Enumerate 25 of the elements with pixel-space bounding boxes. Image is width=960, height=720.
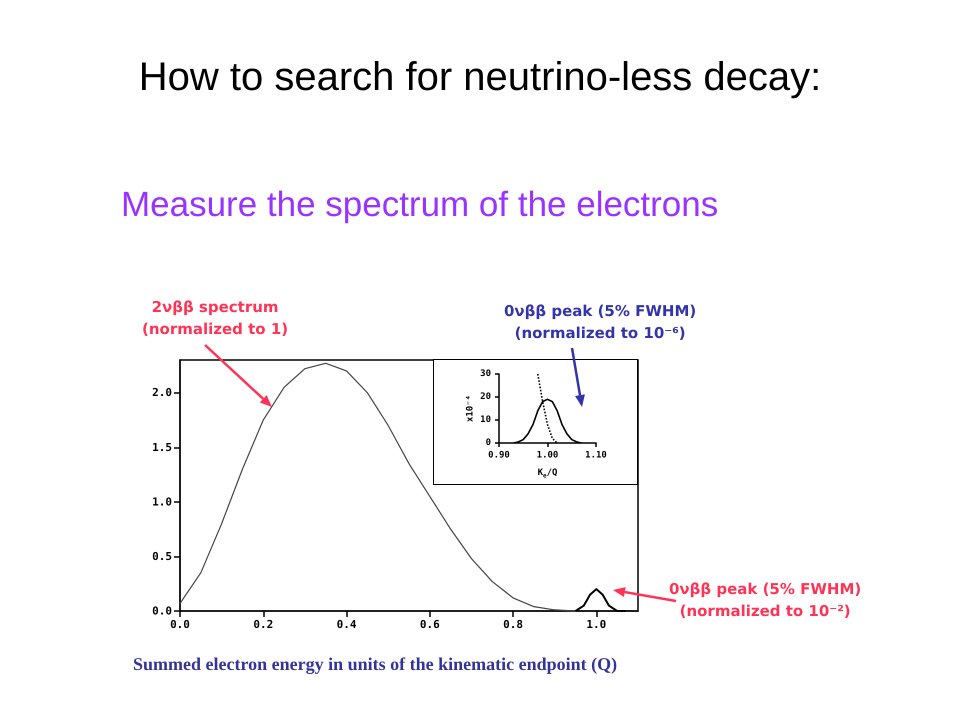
x-tick-label: 0.0 <box>170 618 190 631</box>
x-tick-label: 1.10 <box>585 450 607 460</box>
chart-title: How to search for neutrino-less decay: <box>138 55 822 99</box>
x-tick-label: 1.00 <box>536 450 558 460</box>
text: 0νββ peak (5% FWHM) (normalized to 10⁻²) <box>669 579 862 622</box>
x-axis-title: Summed electron energy in units of the kinematic endpoint (Q) <box>133 654 618 674</box>
y-tick-label: 0 <box>486 438 491 448</box>
x-tick-label: 0.6 <box>420 618 440 631</box>
y-tick-label: 1.5 <box>152 440 172 454</box>
chart-subtitle: Measure the spectrum of the electrons <box>121 185 718 224</box>
x-tick-label: 1.0 <box>586 618 606 631</box>
x-tick-label: 0.4 <box>336 618 357 631</box>
y-tick-label: 10 <box>480 415 491 425</box>
y-tick-label: 30 <box>480 369 491 379</box>
x-tick-label: 0.8 <box>503 618 524 631</box>
text: 0νββ peak (5% FWHM) (normalized to 10⁻⁶) <box>504 301 696 344</box>
y-tick-label: 1.0 <box>152 495 172 508</box>
text: 2νββ spectrum (normalized to 1) <box>142 297 288 340</box>
y-tick-label: 0.0 <box>152 604 172 618</box>
x-tick-label: 0.2 <box>253 618 274 631</box>
x-tick-label: 0.90 <box>488 450 510 460</box>
y-tick-label: 20 <box>480 392 491 402</box>
y-tick-label: 0.5 <box>152 550 172 563</box>
y-tick-label: 2.0 <box>152 386 172 400</box>
y-axis-title: x10⁻⁴ <box>466 394 476 422</box>
